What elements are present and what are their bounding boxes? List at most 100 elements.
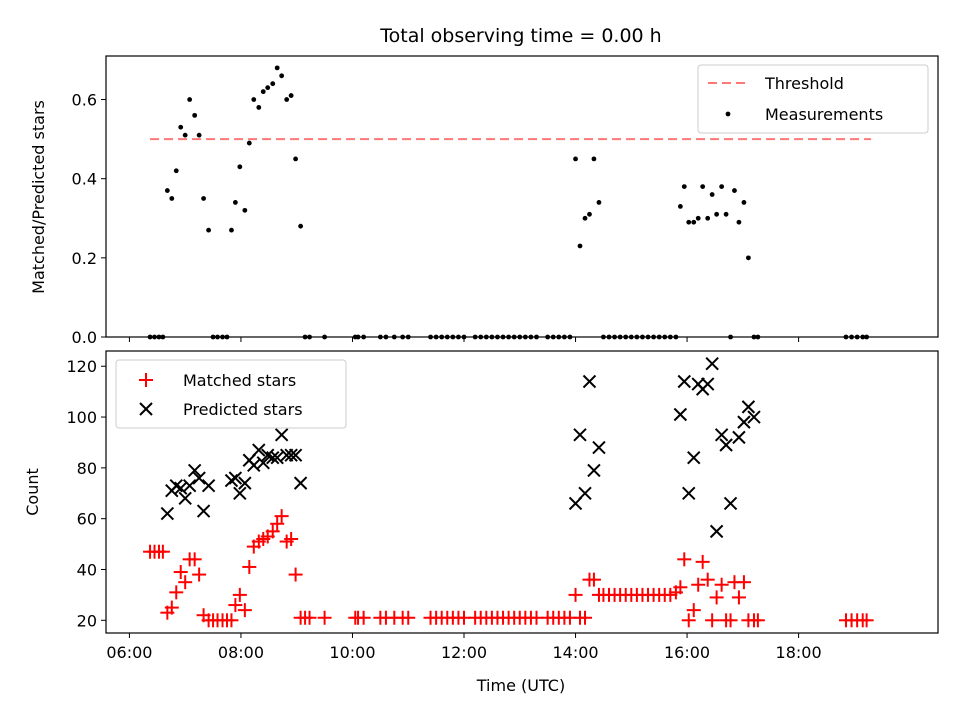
count-y-tick-label: 40	[77, 560, 97, 579]
legend-matched-label: Matched stars	[183, 371, 296, 390]
measurement-point	[634, 334, 640, 340]
measurement-point	[444, 334, 450, 340]
predicted-point	[592, 440, 606, 455]
measurement-point	[645, 334, 651, 340]
measurement-point	[298, 223, 304, 229]
measurement-point	[709, 192, 715, 197]
predicted-point	[192, 471, 206, 485]
matched-point	[681, 613, 696, 628]
measurement-point	[433, 334, 439, 340]
legend-matched-swatch	[139, 373, 153, 387]
measurement-point	[400, 334, 406, 340]
measurement-point	[246, 140, 252, 146]
predicted-point	[709, 524, 724, 539]
measurement-point	[288, 93, 294, 98]
predicted-point	[723, 496, 738, 511]
predicted-point	[256, 456, 270, 470]
measurement-point	[561, 334, 567, 340]
x-tick-label: 16:00	[664, 643, 710, 662]
predicted-point	[247, 458, 261, 473]
x-tick-label: 18:00	[776, 643, 822, 662]
measurement-point	[677, 203, 683, 209]
predicted-point	[174, 481, 188, 495]
matched-point	[169, 585, 184, 600]
measurement-point	[383, 334, 389, 340]
measurement-point	[591, 156, 597, 162]
measurement-point	[147, 334, 153, 340]
measurement-point	[173, 168, 179, 174]
matched-point	[736, 575, 751, 590]
measurement-point	[210, 334, 216, 340]
measurement-point	[495, 334, 500, 340]
matched-point	[173, 565, 188, 580]
measurement-point	[265, 85, 271, 91]
measurement-point	[489, 334, 495, 340]
measurement-point	[279, 73, 285, 79]
predicted-point	[270, 450, 284, 465]
measurement-point	[582, 215, 588, 221]
ratio-legend-box	[697, 64, 929, 134]
measurement-point	[534, 334, 539, 340]
count-legend-box	[115, 359, 347, 429]
predicted-point	[587, 463, 601, 478]
measurement-point	[293, 156, 298, 162]
measurement-point	[681, 184, 687, 190]
measurement-point	[156, 334, 162, 340]
matched-point	[317, 610, 332, 625]
predicted-point	[573, 428, 587, 442]
measurement-point	[714, 211, 720, 217]
matched-point	[164, 600, 179, 615]
predicted-point	[233, 486, 247, 500]
count-y-tick-label: 60	[77, 510, 97, 529]
matched-point	[224, 613, 239, 628]
count-y-axis-label: Count	[23, 468, 42, 516]
count-ticks: 20 40 60 80 100 120 06:00 08:00 10:00 12:00 14:00 1…	[66, 357, 821, 662]
measurement-point	[307, 334, 312, 340]
measurement-point	[623, 334, 629, 340]
predicted-point	[293, 476, 308, 490]
measurement-point	[849, 334, 854, 340]
matched-point	[691, 577, 706, 592]
ratio-panel: 0.0 0.2 0.4 0.6 Matched/Predicted stars Thr…	[29, 55, 939, 347]
predicted-point	[714, 428, 729, 442]
measurement-point	[220, 334, 225, 340]
predicted-point	[673, 407, 688, 422]
matched-point	[270, 516, 285, 531]
count-panel: 20 40 60 80 100 120 06:00 08:00 10:00 12:00 14:00 1…	[23, 350, 939, 695]
count-legend: Matched stars Predicted stars	[115, 359, 347, 429]
measurement-point	[270, 81, 276, 87]
measurement-point	[160, 334, 166, 340]
predicted-point	[582, 374, 597, 389]
measurement-point	[391, 334, 397, 340]
matched-point	[586, 572, 601, 587]
measurement-point	[478, 334, 484, 340]
measurement-point	[751, 334, 757, 340]
predicted-point	[719, 438, 733, 452]
measurement-point	[242, 207, 248, 213]
predicted-point	[201, 478, 216, 493]
measurement-point	[746, 255, 751, 261]
predicted-point	[288, 448, 303, 462]
predicted-point	[687, 450, 701, 465]
ratio-legend: Threshold Measurements	[697, 64, 929, 134]
predicted-point	[252, 443, 266, 457]
measurement-point	[864, 334, 870, 340]
ratio-y-tick-label: 0.6	[72, 91, 97, 110]
measurement-point	[691, 219, 697, 225]
predicted-point	[578, 486, 592, 500]
measurement-point	[628, 334, 634, 340]
matched-point	[356, 610, 371, 625]
measurement-point	[192, 112, 198, 118]
count-marks	[143, 356, 874, 628]
predicted-point	[705, 356, 719, 371]
matched-point	[578, 610, 593, 625]
measurement-point	[612, 334, 617, 340]
measurement-point	[860, 334, 866, 340]
measurement-point	[164, 188, 170, 193]
predicted-point	[266, 450, 280, 465]
predicted-point	[732, 430, 746, 445]
measurement-point	[736, 219, 742, 225]
matched-point	[155, 544, 170, 559]
measurement-point	[152, 334, 157, 340]
measurement-point	[169, 196, 175, 201]
